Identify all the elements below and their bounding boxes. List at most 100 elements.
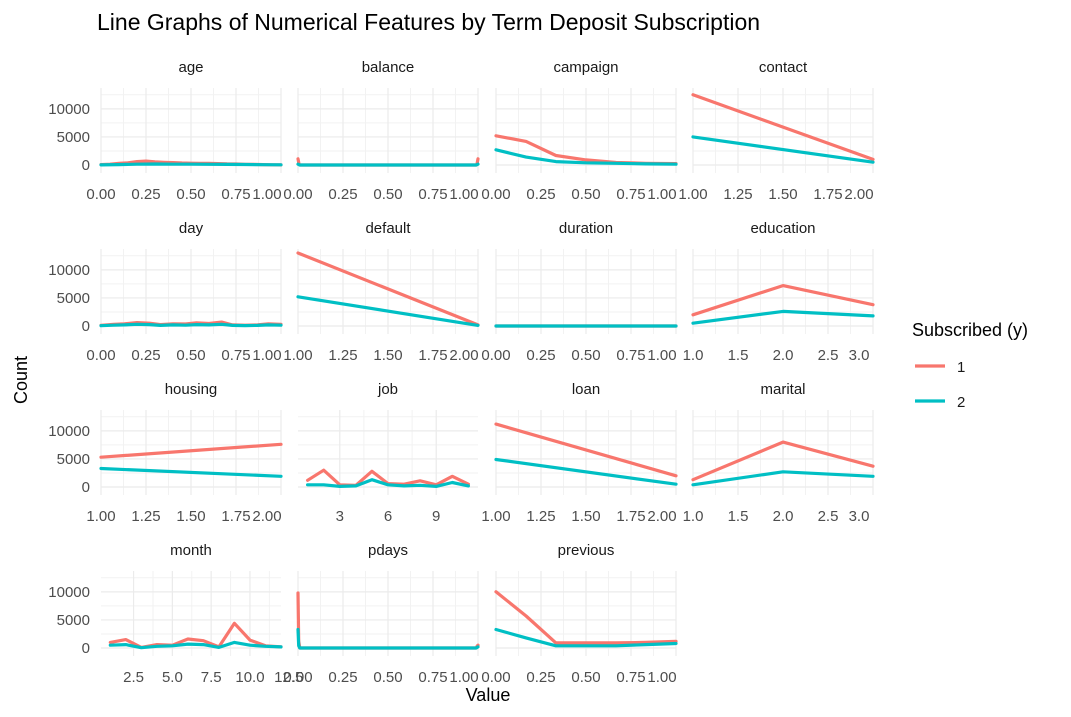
x-tick-label: 0.25: [328, 669, 357, 686]
x-tick-label: 2.00: [647, 508, 676, 525]
y-tick-label: 10000: [48, 262, 90, 279]
series-line-2: [99, 466, 283, 478]
x-tick-label: 0.75: [221, 347, 250, 364]
facet-previous: previous 0.00 0.25 0.50 0.75 1.00: [481, 542, 678, 686]
series-line-1: [691, 440, 875, 482]
facet-label: balance: [362, 59, 415, 76]
x-tick-label: 1.00: [647, 669, 676, 686]
x-tick-label: 2.5: [818, 347, 839, 364]
x-tick-label: 0.75: [616, 669, 645, 686]
x-tick-label: 1.25: [328, 347, 357, 364]
series-line-1: [494, 590, 678, 645]
x-tick-label: 0.75: [616, 186, 645, 203]
x-tick-label: 1.00: [481, 508, 510, 525]
facet-campaign: campaign 0.00 0.25 0.50 0.75 1.00: [481, 59, 678, 203]
facet-pdays: pdays 0.00 0.25 0.50 0.75 1.00: [283, 542, 480, 686]
facet-marital: marital 1.0 1.5 2.0 2.5 3.0: [683, 381, 875, 525]
facet-label: pdays: [368, 542, 408, 559]
x-tick-label: 1.00: [252, 186, 281, 203]
y-tick-label: 5000: [57, 290, 90, 307]
x-tick-label: 0.00: [283, 186, 312, 203]
x-tick-label: 0.50: [571, 186, 600, 203]
x-tick-label: 2.0: [773, 347, 794, 364]
x-tick-label: 12.5: [274, 669, 303, 686]
series-line-2: [296, 627, 480, 650]
x-tick-label: 1.50: [176, 508, 205, 525]
facet-label: day: [179, 220, 204, 237]
x-tick-label: 1.0: [683, 508, 704, 525]
x-tick-label: 0.25: [131, 186, 160, 203]
facet-age: age 0.00 0.25 0.50 0.75 1.00 0 5000 10000: [48, 59, 283, 203]
facet-label: housing: [165, 381, 218, 398]
x-tick-label: 0.50: [373, 669, 402, 686]
facet-contact: contact 1.00 1.25 1.50 1.75 2.00: [678, 59, 875, 203]
y-tick-label: 5000: [57, 612, 90, 629]
series-line-2: [108, 640, 283, 650]
x-tick-label: 0.50: [373, 186, 402, 203]
x-tick-label: 1.00: [647, 347, 676, 364]
x-tick-label: 1.5: [728, 347, 749, 364]
x-tick-label: 0.75: [418, 669, 447, 686]
y-tick-label: 10000: [48, 101, 90, 118]
y-tick-label: 10000: [48, 423, 90, 440]
x-tick-label: 1.75: [418, 347, 447, 364]
x-tick-label: 2.5: [123, 669, 144, 686]
facet-label: education: [750, 220, 815, 237]
x-tick-label: 0.75: [221, 186, 250, 203]
x-tick-label: 1.00: [678, 186, 707, 203]
series-line-1: [494, 422, 678, 478]
series-line-1: [296, 251, 480, 327]
x-tick-label: 1.00: [647, 186, 676, 203]
x-tick-label: 1.50: [571, 508, 600, 525]
series-line-2: [494, 457, 678, 486]
series-line-2: [691, 135, 875, 164]
x-tick-label: 1.25: [723, 186, 752, 203]
facet-label: month: [170, 542, 212, 559]
facet-label: duration: [559, 220, 613, 237]
x-tick-label: 1.50: [768, 186, 797, 203]
facet-label: job: [377, 381, 398, 398]
x-tick-label: 2.00: [844, 186, 873, 203]
x-tick-label: 3: [336, 508, 344, 525]
x-tick-label: 0.25: [328, 186, 357, 203]
facet-education: education 1.0 1.5 2.0 2.5 3.0: [683, 220, 875, 364]
x-tick-label: 1.50: [373, 347, 402, 364]
x-tick-label: 9: [432, 508, 440, 525]
facet-label: previous: [558, 542, 615, 559]
x-tick-label: 7.5: [201, 669, 222, 686]
x-tick-label: 1.00: [86, 508, 115, 525]
x-tick-label: 0.25: [526, 669, 555, 686]
y-tick-label: 0: [82, 640, 90, 657]
y-tick-label: 0: [82, 479, 90, 496]
facet-label: campaign: [553, 59, 618, 76]
x-tick-label: 0.00: [481, 669, 510, 686]
x-tick-label: 1.5: [728, 508, 749, 525]
x-tick-label: 1.0: [683, 347, 704, 364]
x-tick-label: 0.50: [571, 669, 600, 686]
series-line-2: [494, 148, 678, 166]
x-tick-label: 2.5: [818, 508, 839, 525]
facet-day: day 0.00 0.25 0.50 0.75 1.00 0 5000 10000: [48, 220, 283, 364]
x-tick-label: 0.00: [283, 669, 312, 686]
y-tick-label: 0: [82, 318, 90, 335]
series-line-2: [494, 627, 678, 648]
x-tick-label: 0.00: [86, 186, 115, 203]
x-tick-label: 0.25: [131, 347, 160, 364]
x-tick-label: 1.00: [252, 347, 281, 364]
x-tick-label: 0.00: [481, 186, 510, 203]
x-tick-label: 0.00: [86, 347, 115, 364]
x-tick-label: 0.25: [526, 186, 555, 203]
x-tick-label: 1.25: [131, 508, 160, 525]
series-line-2: [99, 322, 283, 328]
facet-default: default 1.00 1.25 1.50 1.75 2.00: [283, 220, 480, 364]
x-tick-label: 0.50: [176, 186, 205, 203]
y-tick-label: 0: [82, 157, 90, 174]
x-tick-label: 2.00: [449, 347, 478, 364]
facet-loan: loan 1.00 1.25 1.50 1.75 2.00: [481, 381, 678, 525]
legend-title: Subscribed (y): [912, 320, 1028, 340]
facet-housing: housing 1.00 1.25 1.50 1.75 2.00 0 5000 10000: [48, 381, 283, 525]
x-tick-label: 0.75: [616, 347, 645, 364]
x-tick-label: 6: [384, 508, 392, 525]
x-tick-label: 0.00: [481, 347, 510, 364]
y-axis-title: Count: [11, 356, 31, 404]
